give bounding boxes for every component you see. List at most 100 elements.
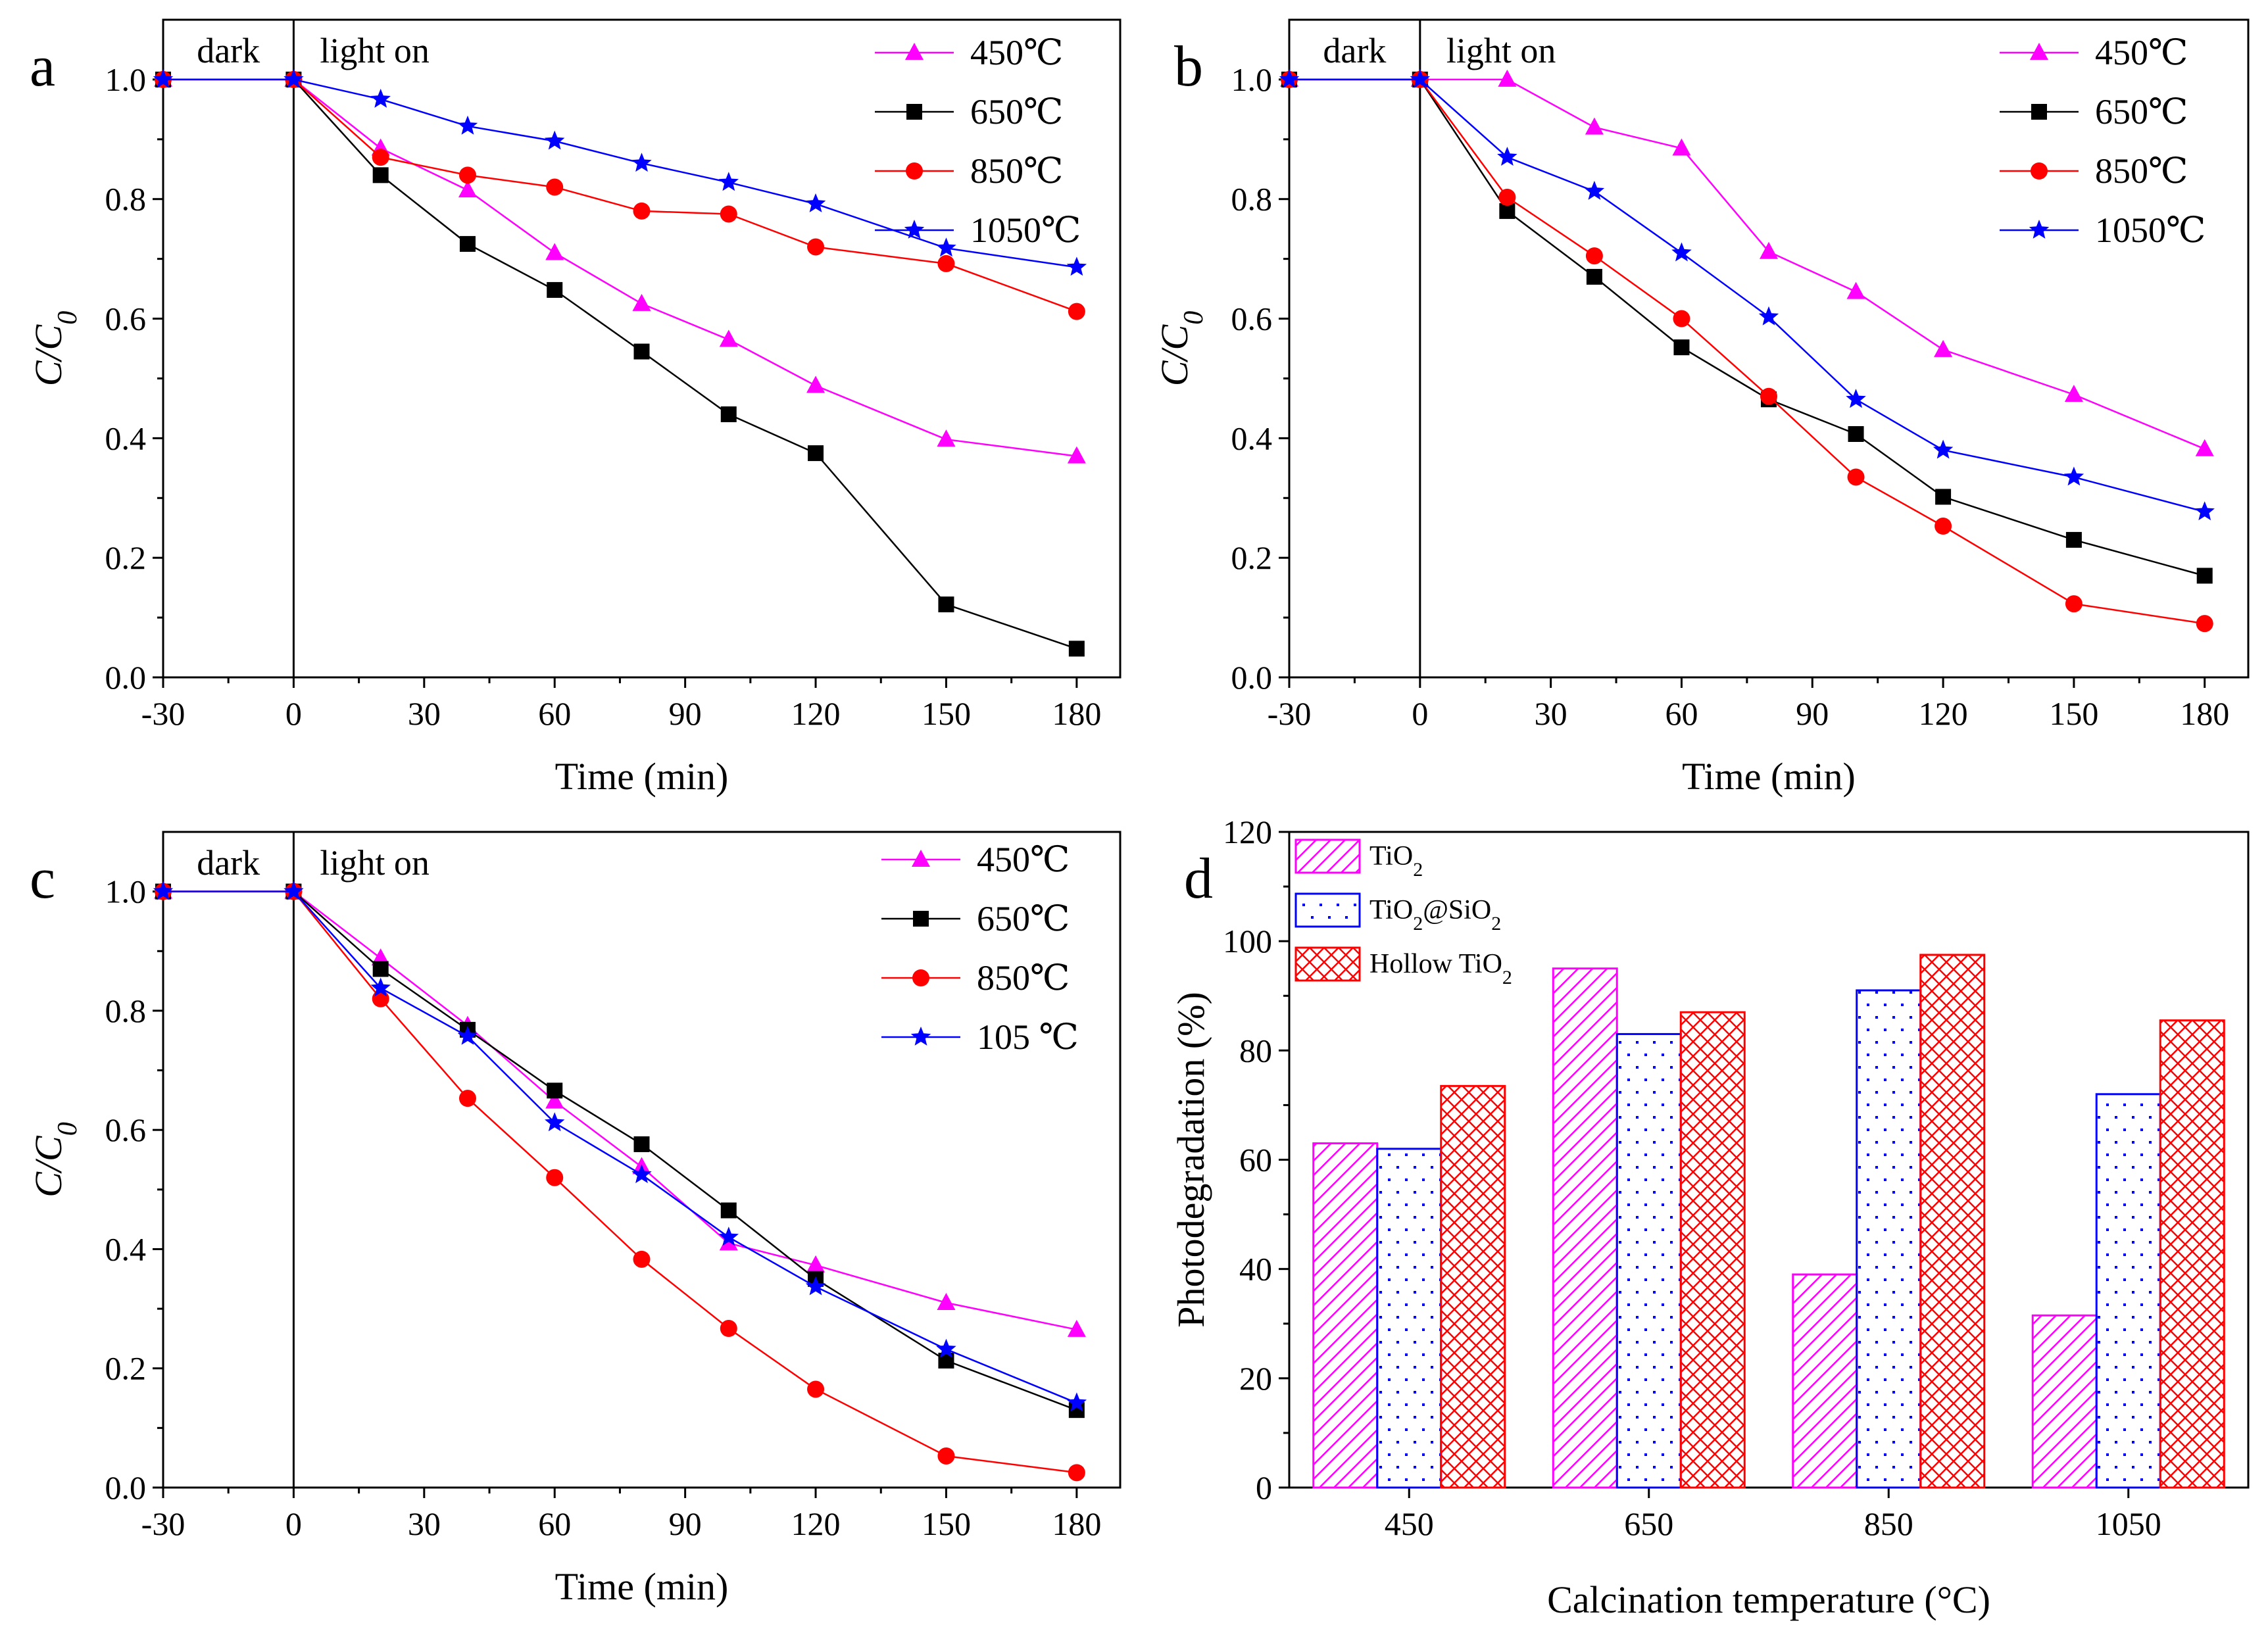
legend-entry: 450℃	[977, 840, 1070, 879]
legend-entry: 650℃	[977, 899, 1070, 938]
bar	[1679, 1011, 1746, 1489]
x-tick-label: 60	[1665, 695, 1698, 732]
y-axis-label-sub: 0	[1179, 311, 1209, 325]
data-point	[718, 1226, 739, 1246]
data-point	[937, 429, 956, 447]
data-point	[720, 1202, 737, 1219]
x-tick-label: 150	[2049, 695, 2098, 732]
x-tick-label: 0	[285, 695, 302, 732]
y-tick-label: 0.4	[105, 420, 147, 456]
data-point	[1067, 446, 1086, 464]
y-axis-label-main: C/C	[27, 324, 70, 386]
series-3	[153, 881, 1087, 1412]
x-axis-label: Time (min)	[555, 1565, 729, 1608]
data-point	[458, 166, 476, 184]
legend-marker	[910, 1027, 931, 1046]
legend-swatch	[1294, 946, 1361, 982]
x-axis-label: Time (min)	[555, 755, 729, 798]
bar	[1552, 967, 1618, 1489]
data-point	[545, 1091, 564, 1109]
legend-entry: TiO2@SiO2	[1369, 895, 1501, 934]
data-point	[808, 445, 824, 462]
panel-label: a	[30, 35, 55, 99]
data-point	[1410, 68, 1430, 88]
y-tick-label: 0.0	[105, 1469, 147, 1506]
data-point	[633, 1136, 650, 1152]
x-tick-label: 60	[538, 1505, 571, 1542]
x-tick-label: 30	[408, 1505, 441, 1542]
data-point	[545, 130, 565, 150]
legend-marker	[906, 104, 922, 120]
x-tick-label: -30	[1268, 695, 1312, 732]
data-point	[1279, 68, 1300, 88]
data-point	[1760, 387, 1777, 405]
legend-marker	[912, 850, 930, 867]
y-axis-label-sub: 0	[53, 311, 83, 325]
y-tick-label: 0.2	[1231, 539, 1273, 576]
y-tick-label: 0.4	[105, 1230, 147, 1267]
data-point	[547, 281, 563, 298]
data-point	[938, 596, 954, 613]
data-point	[1672, 138, 1691, 156]
bar	[1919, 954, 1986, 1489]
legend-marker	[2029, 220, 2050, 239]
data-point	[720, 1320, 737, 1338]
y-tick-label: 0.8	[1231, 181, 1273, 218]
legend-marker	[906, 162, 923, 180]
data-point	[2064, 385, 2083, 402]
data-point	[1673, 339, 1690, 356]
y-tick-label: 0	[1256, 1469, 1272, 1506]
legend-marker	[904, 220, 925, 239]
light-on-label: light on	[320, 843, 430, 883]
data-point	[1935, 489, 1952, 505]
data-point	[457, 1025, 478, 1045]
x-tick-label: 120	[791, 1505, 841, 1542]
legend-marker	[913, 911, 929, 927]
y-axis-label: C/C0	[27, 311, 83, 387]
data-point	[806, 1255, 826, 1273]
legend-entry: 650℃	[970, 92, 1063, 132]
x-axis-label: Time (min)	[1682, 755, 1856, 798]
legend-marker	[905, 43, 924, 60]
series-3	[153, 68, 1087, 276]
y-tick-label: 0.4	[1231, 420, 1273, 456]
light-on-label: light on	[1446, 31, 1556, 70]
bar	[1792, 1273, 1858, 1489]
data-point	[2196, 568, 2213, 584]
data-point	[372, 149, 389, 166]
data-point	[1498, 69, 1517, 87]
x-tick-label: 150	[922, 1505, 971, 1542]
data-point	[1586, 268, 1602, 285]
data-point	[2195, 439, 2214, 456]
data-point	[1847, 468, 1865, 486]
data-point	[370, 88, 391, 108]
legend-entry: 1050℃	[2095, 210, 2206, 250]
legend-entry: TiO2	[1369, 841, 1423, 881]
data-point	[1585, 117, 1604, 135]
data-point	[459, 235, 476, 252]
series-line	[163, 890, 1077, 1474]
x-tick-label: 60	[538, 695, 571, 732]
data-point	[631, 153, 652, 172]
y-tick-label: 100	[1223, 923, 1272, 959]
x-axis-label: Calcination temperature (°C)	[1547, 1578, 1990, 1621]
series-line	[163, 890, 1077, 1331]
series-line	[163, 78, 1077, 650]
panel-d: d 0 20 40 60 80 100 120 450 650 850 1050 Calcination…	[1170, 813, 2250, 1621]
y-tick-label: 1.0	[105, 61, 147, 98]
x-tick-label: 0	[285, 1505, 302, 1542]
data-point	[1935, 518, 1952, 535]
y-tick-label: 80	[1239, 1032, 1272, 1069]
x-tick-label: -30	[141, 695, 185, 732]
data-point	[937, 1293, 956, 1311]
data-point	[633, 343, 650, 360]
y-tick-label: 0.6	[105, 1111, 147, 1148]
data-point	[633, 1250, 651, 1268]
series-1	[155, 71, 1085, 657]
panel-label: b	[1174, 35, 1203, 99]
data-point	[805, 1276, 826, 1296]
data-point	[1848, 426, 1864, 442]
data-point	[1068, 641, 1085, 657]
legend-entry: 850℃	[970, 151, 1063, 191]
